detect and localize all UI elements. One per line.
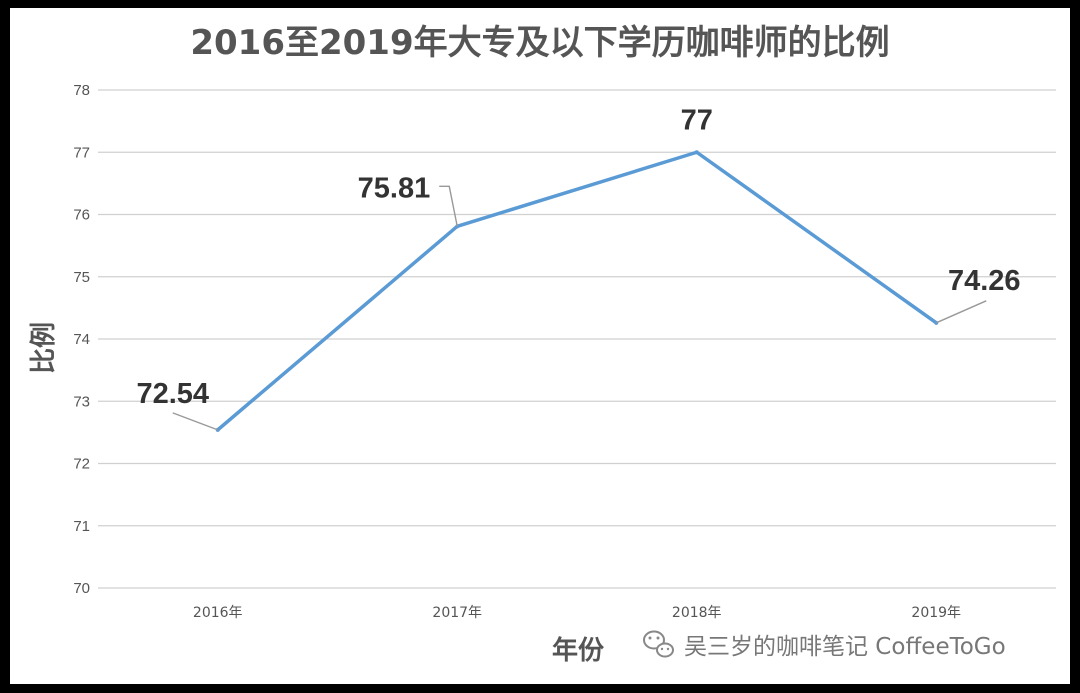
x-tick-label: 2018年 bbox=[672, 605, 722, 621]
x-axis-ticks: 2016年 2017年 2018年 2019年 bbox=[193, 605, 961, 621]
data-label-leader bbox=[172, 412, 218, 431]
y-axis-ticks: 70 71 72 73 74 75 76 77 78 bbox=[73, 82, 90, 597]
data-label: 74.26 bbox=[948, 265, 1021, 297]
gridlines bbox=[98, 89, 1056, 589]
x-axis-title: 年份 bbox=[552, 635, 604, 666]
y-tick-label: 77 bbox=[73, 144, 90, 161]
x-tick-label: 2019年 bbox=[911, 605, 961, 621]
data-label: 77 bbox=[681, 104, 713, 136]
data-labels: 72.54 75.81 77 74.26 bbox=[136, 104, 1021, 431]
data-point bbox=[694, 150, 699, 155]
wechat-icon bbox=[643, 630, 674, 658]
x-tick-label: 2017年 bbox=[432, 605, 482, 621]
y-tick-label: 72 bbox=[73, 456, 90, 473]
chart-frame: 2016至2019年大专及以下学历咖啡师的比例 70 71 72 73 74 75 76 77… bbox=[10, 8, 1070, 684]
data-label-leader bbox=[439, 185, 458, 227]
y-axis-title: 比例 bbox=[29, 322, 59, 374]
data-label-leader bbox=[935, 300, 987, 324]
y-tick-label: 76 bbox=[73, 207, 90, 224]
data-label: 72.54 bbox=[136, 378, 209, 410]
x-tick-label: 2016年 bbox=[193, 605, 243, 621]
y-tick-label: 70 bbox=[73, 580, 90, 597]
watermark-text: 吴三岁的咖啡笔记 CoffeeToGo bbox=[684, 634, 1006, 660]
series-layer bbox=[215, 150, 939, 432]
y-tick-label: 78 bbox=[73, 82, 90, 99]
y-tick-label: 74 bbox=[73, 331, 90, 348]
y-tick-label: 73 bbox=[73, 393, 90, 410]
line-chart: 2016至2019年大专及以下学历咖啡师的比例 70 71 72 73 74 75 76 77… bbox=[29, 23, 1056, 666]
chart-title: 2016至2019年大专及以下学历咖啡师的比例 bbox=[190, 23, 889, 63]
data-label: 75.81 bbox=[358, 172, 431, 204]
y-tick-label: 75 bbox=[73, 269, 90, 286]
y-tick-label: 71 bbox=[73, 518, 90, 535]
series-line bbox=[216, 150, 938, 432]
